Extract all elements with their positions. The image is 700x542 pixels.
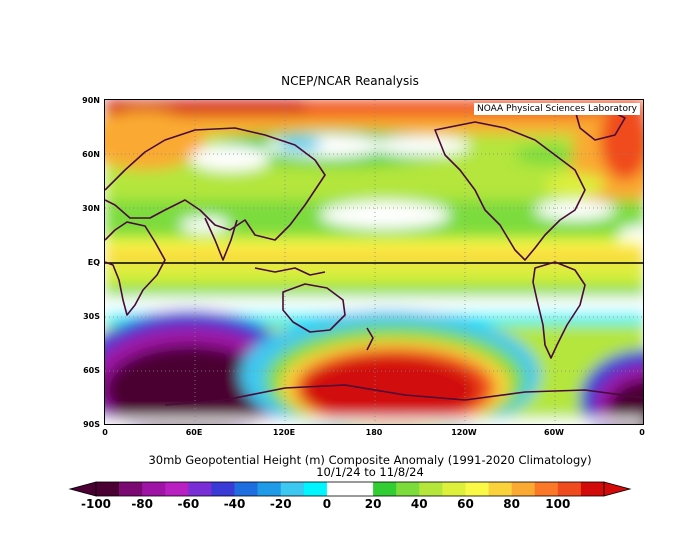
colorbar-tick-label: -40 bbox=[223, 497, 246, 511]
colorbar-swatch bbox=[580, 482, 605, 496]
colorbar-swatch bbox=[350, 482, 374, 496]
caption-line-1: 30mb Geopotential Height (m) Composite A… bbox=[148, 453, 592, 467]
colorbar-swatch bbox=[419, 482, 443, 496]
lat-label: EQ bbox=[87, 258, 100, 267]
colorbar-swatch bbox=[188, 482, 212, 496]
lon-label: 60E bbox=[185, 428, 203, 437]
lat-label: 60S bbox=[83, 366, 100, 375]
colorbar-swatch bbox=[442, 482, 466, 496]
coastlines bbox=[105, 107, 643, 406]
anomaly-field bbox=[105, 100, 643, 424]
colorbar-tick-label: 40 bbox=[410, 497, 428, 511]
colorbar-swatch bbox=[303, 482, 328, 496]
lab-credit: NOAA Physical Sciences Laboratory bbox=[473, 103, 640, 115]
colorbar-swatch bbox=[488, 482, 512, 496]
lon-label: 120W bbox=[451, 428, 477, 437]
colorbar-tick-label: -80 bbox=[131, 497, 154, 511]
lon-label: 0 bbox=[639, 428, 645, 437]
caption-line-2: 10/1/24 to 11/8/24 bbox=[316, 465, 424, 479]
colorbar-swatch bbox=[142, 482, 166, 496]
colorbar bbox=[68, 481, 632, 497]
colorbar-swatch bbox=[257, 482, 282, 496]
colorbar-tick-label: 0 bbox=[322, 497, 332, 511]
colorbar-swatch bbox=[119, 482, 143, 496]
colorbar-swatch bbox=[373, 482, 397, 496]
colorbar-tick-label: 20 bbox=[364, 497, 382, 511]
lon-label: 120E bbox=[272, 428, 296, 437]
lat-label: 90N bbox=[82, 96, 100, 105]
anomaly-map: NOAA Physical Sciences Laboratory bbox=[104, 99, 644, 425]
colorbar-swatch bbox=[465, 482, 489, 496]
lat-label: 30N bbox=[82, 204, 100, 213]
lat-label: 90S bbox=[83, 420, 100, 429]
colorbar-tick-label: -60 bbox=[177, 497, 200, 511]
colorbar-swatch bbox=[211, 482, 235, 496]
colorbar-tick-label: -100 bbox=[80, 497, 112, 511]
colorbar-arrow-high bbox=[603, 481, 632, 497]
colorbar-swatch bbox=[234, 482, 258, 496]
colorbar-tick-label: 60 bbox=[457, 497, 474, 511]
colorbar-swatch bbox=[280, 482, 305, 496]
lat-label: 30S bbox=[83, 312, 100, 321]
colorbar-swatch bbox=[326, 482, 351, 496]
colorbar-swatch bbox=[96, 482, 120, 496]
plot-title: NCEP/NCAR Reanalysis bbox=[281, 74, 419, 88]
lat-label: 60N bbox=[82, 150, 100, 159]
lon-label: 60W bbox=[544, 428, 564, 437]
colorbar-frame bbox=[95, 481, 605, 497]
colorbar-swatch bbox=[557, 482, 582, 496]
colorbar-swatch bbox=[534, 482, 559, 496]
colorbar-swatch bbox=[165, 482, 189, 496]
colorbar-tick-label: 100 bbox=[545, 497, 571, 511]
colorbar-swatch bbox=[511, 482, 536, 496]
lon-label: 0 bbox=[102, 428, 108, 437]
colorbar-tick-label: 80 bbox=[503, 497, 520, 511]
colorbar-arrow-low bbox=[68, 481, 97, 497]
lon-label: 180 bbox=[365, 428, 383, 437]
colorbar-swatch bbox=[396, 482, 420, 496]
colorbar-tick-label: -20 bbox=[269, 497, 292, 511]
